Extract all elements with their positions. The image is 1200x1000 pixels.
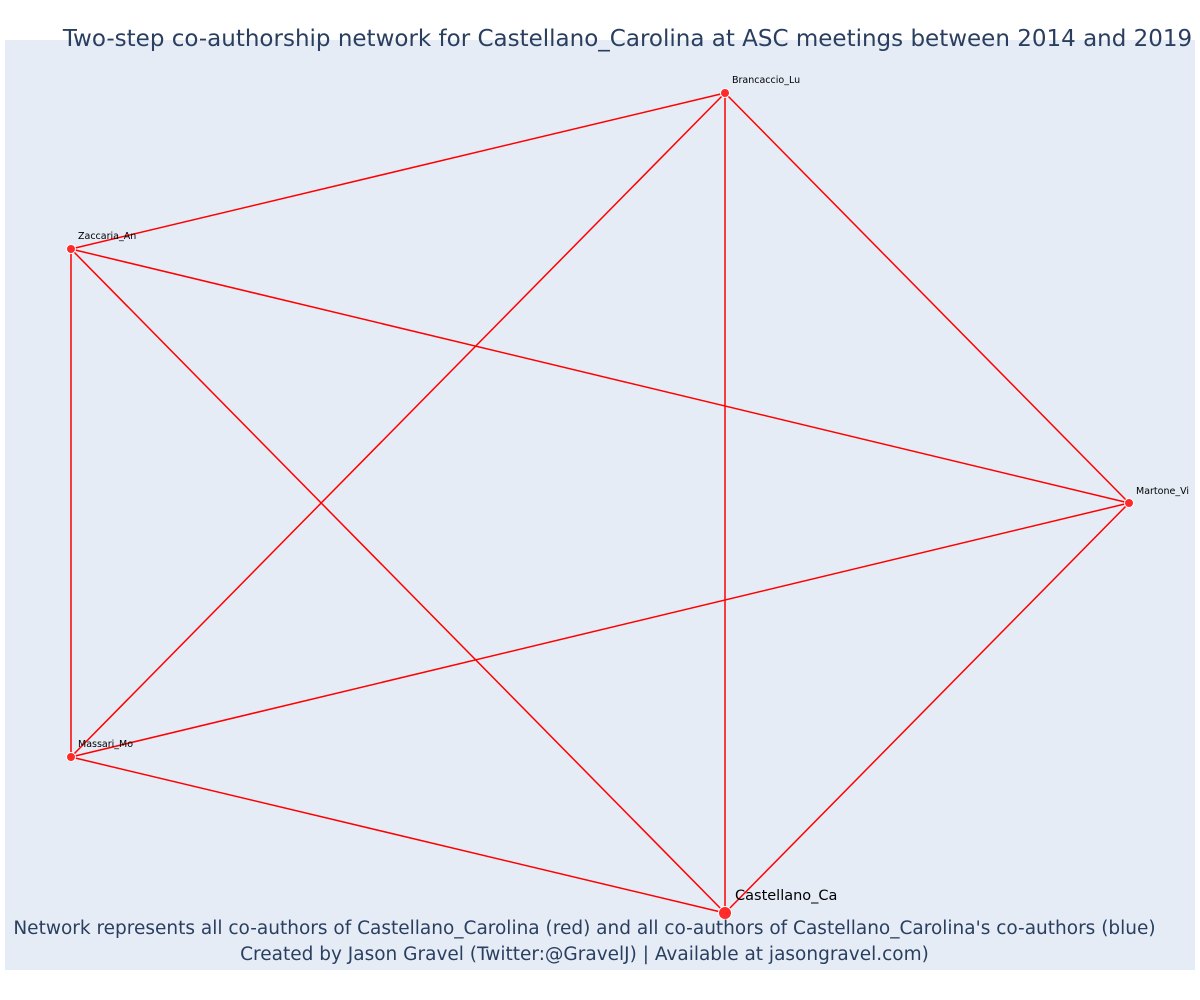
- edge-brancaccio-massari: [70, 92, 726, 758]
- node-label-zaccaria: Zaccaria_An: [78, 231, 136, 242]
- node-zaccaria[interactable]: [66, 244, 76, 254]
- plot-area: [5, 40, 1195, 970]
- nodes-layer: [66, 88, 1134, 920]
- edges-layer: [70, 92, 1130, 914]
- node-label-martone: Martone_Vi: [1136, 486, 1189, 497]
- edge-castellano-massari: [70, 756, 726, 914]
- footer-credit: Created by Jason Gravel (Twitter:@Gravel…: [240, 944, 929, 965]
- node-massari[interactable]: [66, 752, 76, 762]
- node-label-massari: Massari_Mo: [78, 739, 133, 750]
- chart-title: Two-step co-authorship network for Caste…: [62, 26, 1193, 52]
- node-martone[interactable]: [1124, 498, 1134, 508]
- footer-caption: Network represents all co-authors of Cas…: [13, 918, 1156, 939]
- labels-layer: Castellano_Ca Brancaccio_Lu Zaccaria_An Mar…: [78, 75, 1189, 904]
- edge-martone-massari: [70, 502, 1130, 758]
- node-castellano[interactable]: [718, 906, 732, 920]
- edge-brancaccio-martone: [724, 92, 1130, 504]
- edge-castellano-martone: [724, 502, 1130, 914]
- node-label-brancaccio: Brancaccio_Lu: [732, 75, 800, 86]
- edge-zaccaria-martone: [70, 248, 1130, 504]
- node-label-castellano: Castellano_Ca: [735, 888, 837, 904]
- edge-brancaccio-zaccaria: [70, 92, 726, 250]
- node-brancaccio[interactable]: [720, 88, 730, 98]
- edge-castellano-zaccaria: [70, 248, 726, 914]
